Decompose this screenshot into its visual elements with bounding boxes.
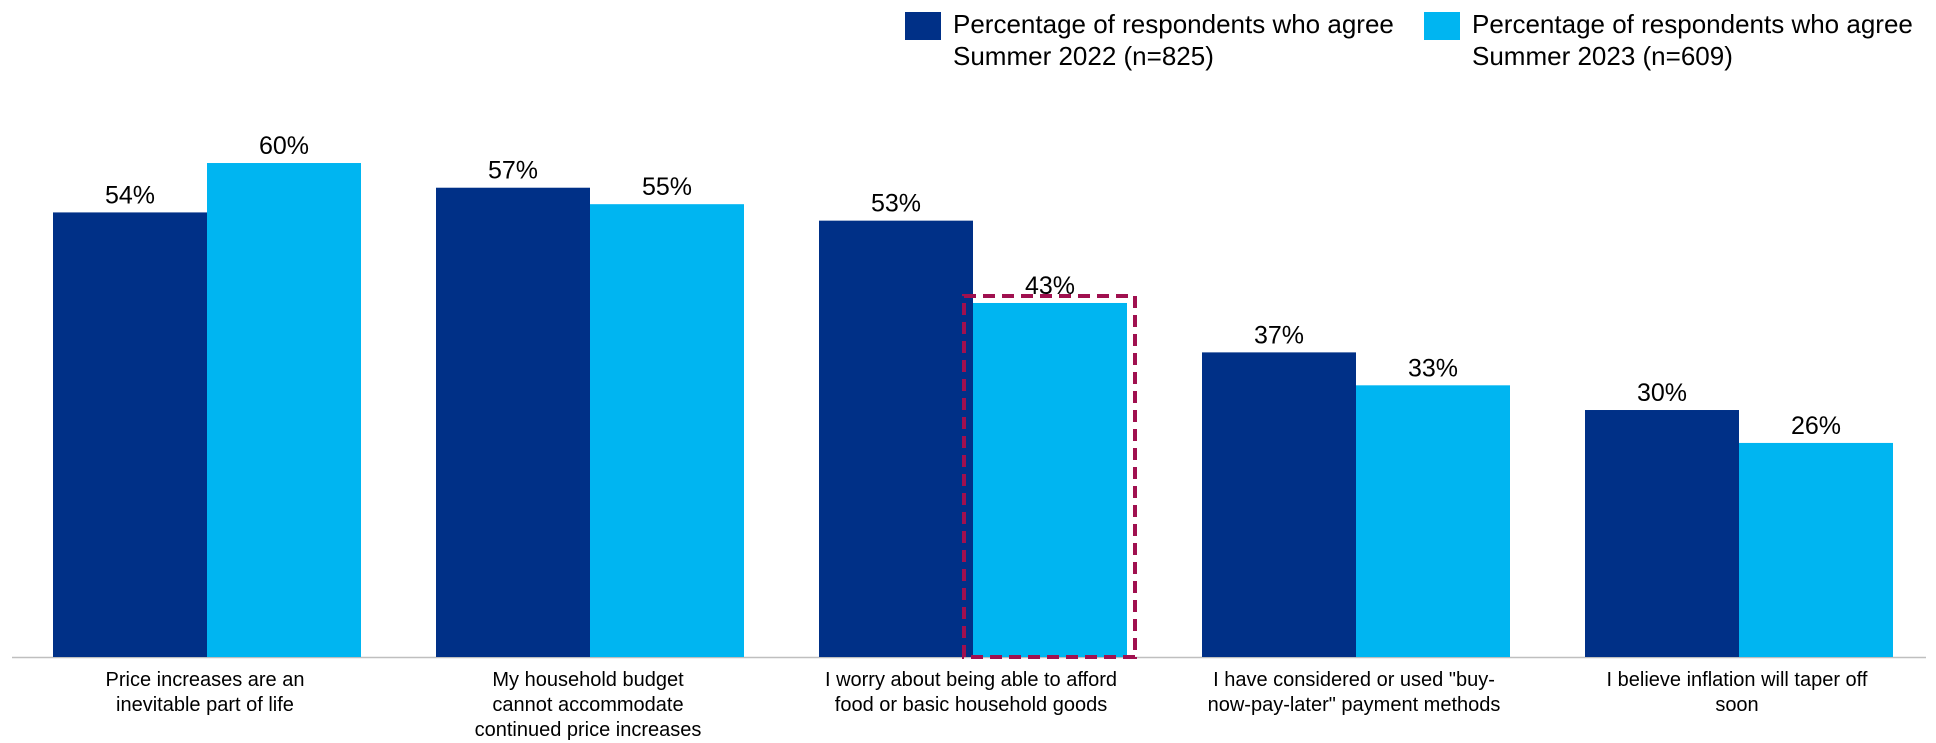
highlight-box [962,293,1137,659]
legend-label-line: Percentage of respondents who agree [953,9,1394,39]
category-label-line: My household budget [492,669,684,691]
bar-summer-2022-cat-4 [1202,352,1356,657]
category-label-4: I have considered or used "buy- now-pay-… [1204,668,1504,718]
bar-summer-2023-cat-1 [207,163,361,657]
category-label-line: cannot accommodate [492,694,684,716]
legend-swatch-summer-2022 [905,12,941,40]
bar-summer-2022-cat-1 [53,212,207,657]
bar-summer-2022-cat-3 [819,220,973,657]
category-label-line: now-pay-later" payment methods [1207,694,1501,716]
legend-label-line: Summer 2023 (n=609) [1472,41,1733,71]
bar-summer-2022-cat-5 [1585,410,1739,657]
data-label: 33% [1408,354,1458,382]
legend-label-summer-2023: Percentage of respondents who agree Summ… [1472,8,1913,72]
bar-summer-2023-cat-3 [973,302,1127,657]
legend-label-line: Percentage of respondents who agree [1472,9,1913,39]
category-label-3: I worry about being able to afford food … [821,668,1121,718]
category-label-line: continued price increases [474,719,702,741]
bar-summer-2023-cat-5 [1739,442,1893,657]
category-label-line: inevitable part of life [116,694,294,716]
category-label-2: My household budget cannot accommodate c… [438,668,738,743]
legend-label-summer-2022: Percentage of respondents who agree Summ… [953,8,1394,72]
category-label-line: I worry about being able to afford [824,669,1118,691]
data-label: 55% [642,173,692,201]
category-label-1: Price increases are an inevitable part o… [55,668,355,718]
bar-summer-2023-cat-2 [590,204,744,657]
legend-item-summer-2023: Percentage of respondents who agree Summ… [1424,8,1913,72]
category-label-line: I have considered or used "buy- [1213,669,1495,691]
legend-item-summer-2022: Percentage of respondents who agree Summ… [905,8,1394,72]
data-label: 60% [259,132,309,160]
category-label-5: I believe inflation will taper off soon [1587,668,1887,718]
bar-summer-2023-cat-4 [1356,385,1510,657]
data-label: 57% [488,157,538,185]
data-label: 53% [871,190,921,218]
category-label-line: food or basic household goods [834,694,1108,716]
category-label-line: I believe inflation will taper off soon [1606,669,1868,716]
data-label: 30% [1637,379,1687,407]
bar-summer-2022-cat-2 [436,187,590,657]
legend-swatch-summer-2023 [1424,12,1460,40]
data-label: 54% [105,181,155,209]
category-label-line: Price increases are an [105,669,305,691]
data-label: 26% [1791,412,1841,440]
data-label: 37% [1254,321,1304,349]
legend-label-line: Summer 2022 (n=825) [953,41,1214,71]
